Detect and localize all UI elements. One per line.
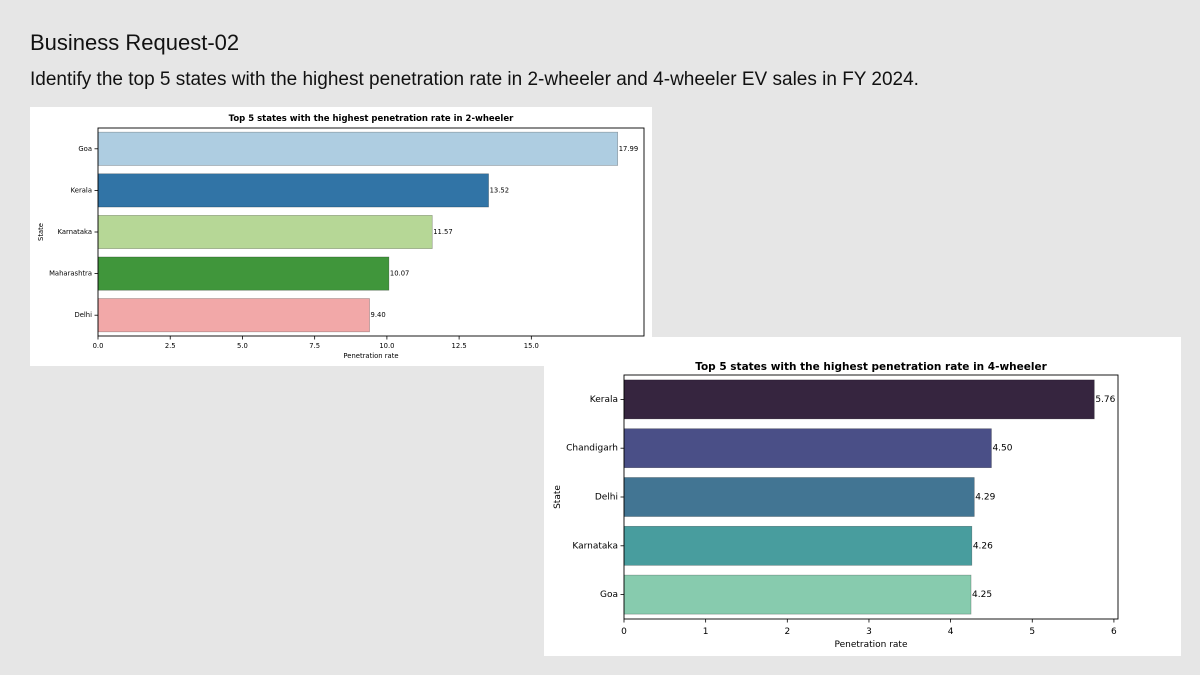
chart-0-category-label: Karnataka — [58, 228, 92, 236]
chart-0-xtick-label: 5.0 — [237, 342, 248, 350]
chart-svg: Top 5 states with the highest penetratio… — [553, 361, 1119, 650]
chart-0-bar — [97, 173, 489, 208]
chart-0-category-label: Maharashtra — [49, 270, 92, 278]
chart-0-xtick-label: 7.5 — [309, 342, 320, 350]
chart-1-category-label: Kerala — [590, 395, 618, 405]
chart-0-value-label: 11.57 — [433, 228, 452, 236]
slide-subtitle: Identify the top 5 states with the highe… — [30, 69, 919, 90]
chart-1-xtick-label: 3 — [866, 627, 872, 637]
chart-0-bar — [97, 298, 370, 333]
chart-1-value-label: 4.29 — [975, 493, 995, 503]
chart-0-title: Top 5 states with the highest penetratio… — [229, 114, 514, 124]
chart-1-axes-frame — [623, 374, 1119, 620]
chart-1-category-label: Goa — [600, 590, 618, 600]
chart-1-xtick-label: 6 — [1111, 627, 1117, 637]
chart-0-value-label: 13.52 — [490, 186, 509, 194]
chart-1-value-label: 4.50 — [992, 444, 1012, 454]
chart-0-axes-frame — [97, 127, 645, 337]
chart-1-bar — [623, 428, 992, 469]
chart-1-title: Top 5 states with the highest penetratio… — [695, 361, 1047, 373]
two-wheeler-chart: Top 5 states with the highest penetratio… — [30, 107, 652, 366]
chart-1-xtick-label: 5 — [1029, 627, 1035, 637]
four-wheeler-chart: Top 5 states with the highest penetratio… — [544, 337, 1181, 656]
chart-0-xtick-label: 12.5 — [452, 342, 467, 350]
chart-1-bar — [623, 379, 1095, 420]
chart-1-xtick-label: 0 — [621, 627, 627, 637]
chart-1-xtick-label: 2 — [784, 627, 790, 637]
chart-0-bar — [97, 131, 619, 166]
chart-1-bar — [623, 525, 973, 566]
chart-1-xtick-label: 4 — [948, 627, 954, 637]
chart-0-bar — [97, 215, 433, 249]
chart-0-bar — [97, 256, 390, 291]
chart-1-xlabel: Penetration rate — [834, 640, 907, 650]
chart-1-value-label: 4.26 — [973, 541, 993, 551]
chart-0-xtick-label: 10.0 — [379, 342, 394, 350]
chart-0-value-label: 10.07 — [390, 270, 409, 278]
chart-0-category-label: Delhi — [75, 311, 93, 319]
slide-title: Business Request-02 — [30, 30, 240, 55]
chart-1-value-label: 4.25 — [972, 590, 992, 600]
chart-0-value-label: 17.99 — [619, 145, 638, 153]
chart-0-value-label: 9.40 — [371, 311, 386, 319]
chart-0-category-label: Kerala — [71, 186, 92, 194]
chart-0-xtick-label: 15.0 — [524, 342, 539, 350]
chart-1-value-label: 5.76 — [1095, 395, 1115, 405]
chart-1-category-label: Karnataka — [572, 541, 618, 551]
chart-0-category-label: Goa — [78, 145, 92, 153]
chart-1-category-label: Delhi — [595, 493, 618, 503]
chart-svg: Top 5 states with the highest penetratio… — [37, 114, 645, 360]
chart-1-category-label: Chandigarh — [566, 444, 618, 454]
chart-0-xtick-label: 0.0 — [93, 342, 104, 350]
chart-1-ylabel: State — [553, 485, 563, 509]
chart-1-xtick-label: 1 — [703, 627, 709, 637]
chart-1-bar — [623, 477, 975, 517]
chart-0-xlabel: Penetration rate — [343, 352, 398, 360]
chart-1-bar — [623, 574, 972, 615]
chart-0-ylabel: State — [37, 223, 45, 241]
chart-0-xtick-label: 2.5 — [165, 342, 176, 350]
